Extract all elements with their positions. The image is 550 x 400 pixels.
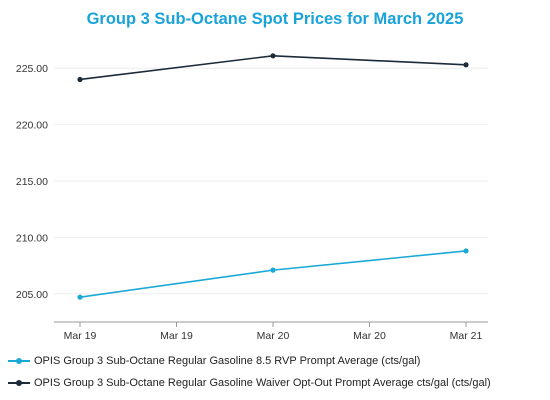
data-point[interactable] [463, 62, 469, 68]
data-point[interactable] [270, 267, 276, 273]
x-tick-label: Mar 20 [353, 330, 386, 342]
y-tick-label: 215.00 [16, 176, 48, 188]
y-tick-label: 205.00 [16, 289, 48, 301]
y-tick-label: 220.00 [16, 120, 48, 132]
legend-label-waiver-opt-out: OPIS Group 3 Sub-Octane Regular Gasoline… [34, 377, 491, 389]
series-line-0 [79, 250, 467, 298]
x-axis: Mar 19 Mar 19 Mar 20 Mar 20 Mar 21 [54, 321, 488, 342]
data-point[interactable] [77, 76, 83, 83]
grid-lines [54, 67, 488, 295]
x-tick-label: Mar 21 [450, 330, 483, 342]
data-point[interactable] [77, 294, 83, 300]
y-tick-label: 225.00 [16, 63, 48, 75]
legend-marker-waiver-opt-out [8, 378, 30, 388]
legend-item-8-5-rvp[interactable]: OPIS Group 3 Sub-Octane Regular Gasoline… [8, 350, 491, 372]
series-group [77, 53, 469, 300]
legend-marker-8-5-rvp [8, 356, 30, 366]
data-point[interactable] [463, 248, 469, 254]
chart-title: Group 3 Sub-Octane Spot Prices for March… [86, 10, 464, 28]
x-tick-label: Mar 19 [160, 330, 193, 342]
series-line-1 [79, 54, 467, 81]
x-tick-label: Mar 19 [64, 330, 97, 342]
x-tick-label: Mar 20 [257, 330, 290, 342]
legend-label-8-5-rvp: OPIS Group 3 Sub-Octane Regular Gasoline… [34, 355, 421, 367]
y-tick-label: 210.00 [16, 232, 48, 244]
data-point[interactable] [270, 53, 276, 59]
legend-item-waiver-opt-out[interactable]: OPIS Group 3 Sub-Octane Regular Gasoline… [8, 372, 491, 394]
y-axis-ticks: 205.00 210.00 215.00 220.00 225.00 [16, 63, 48, 301]
legend: OPIS Group 3 Sub-Octane Regular Gasoline… [8, 350, 491, 394]
